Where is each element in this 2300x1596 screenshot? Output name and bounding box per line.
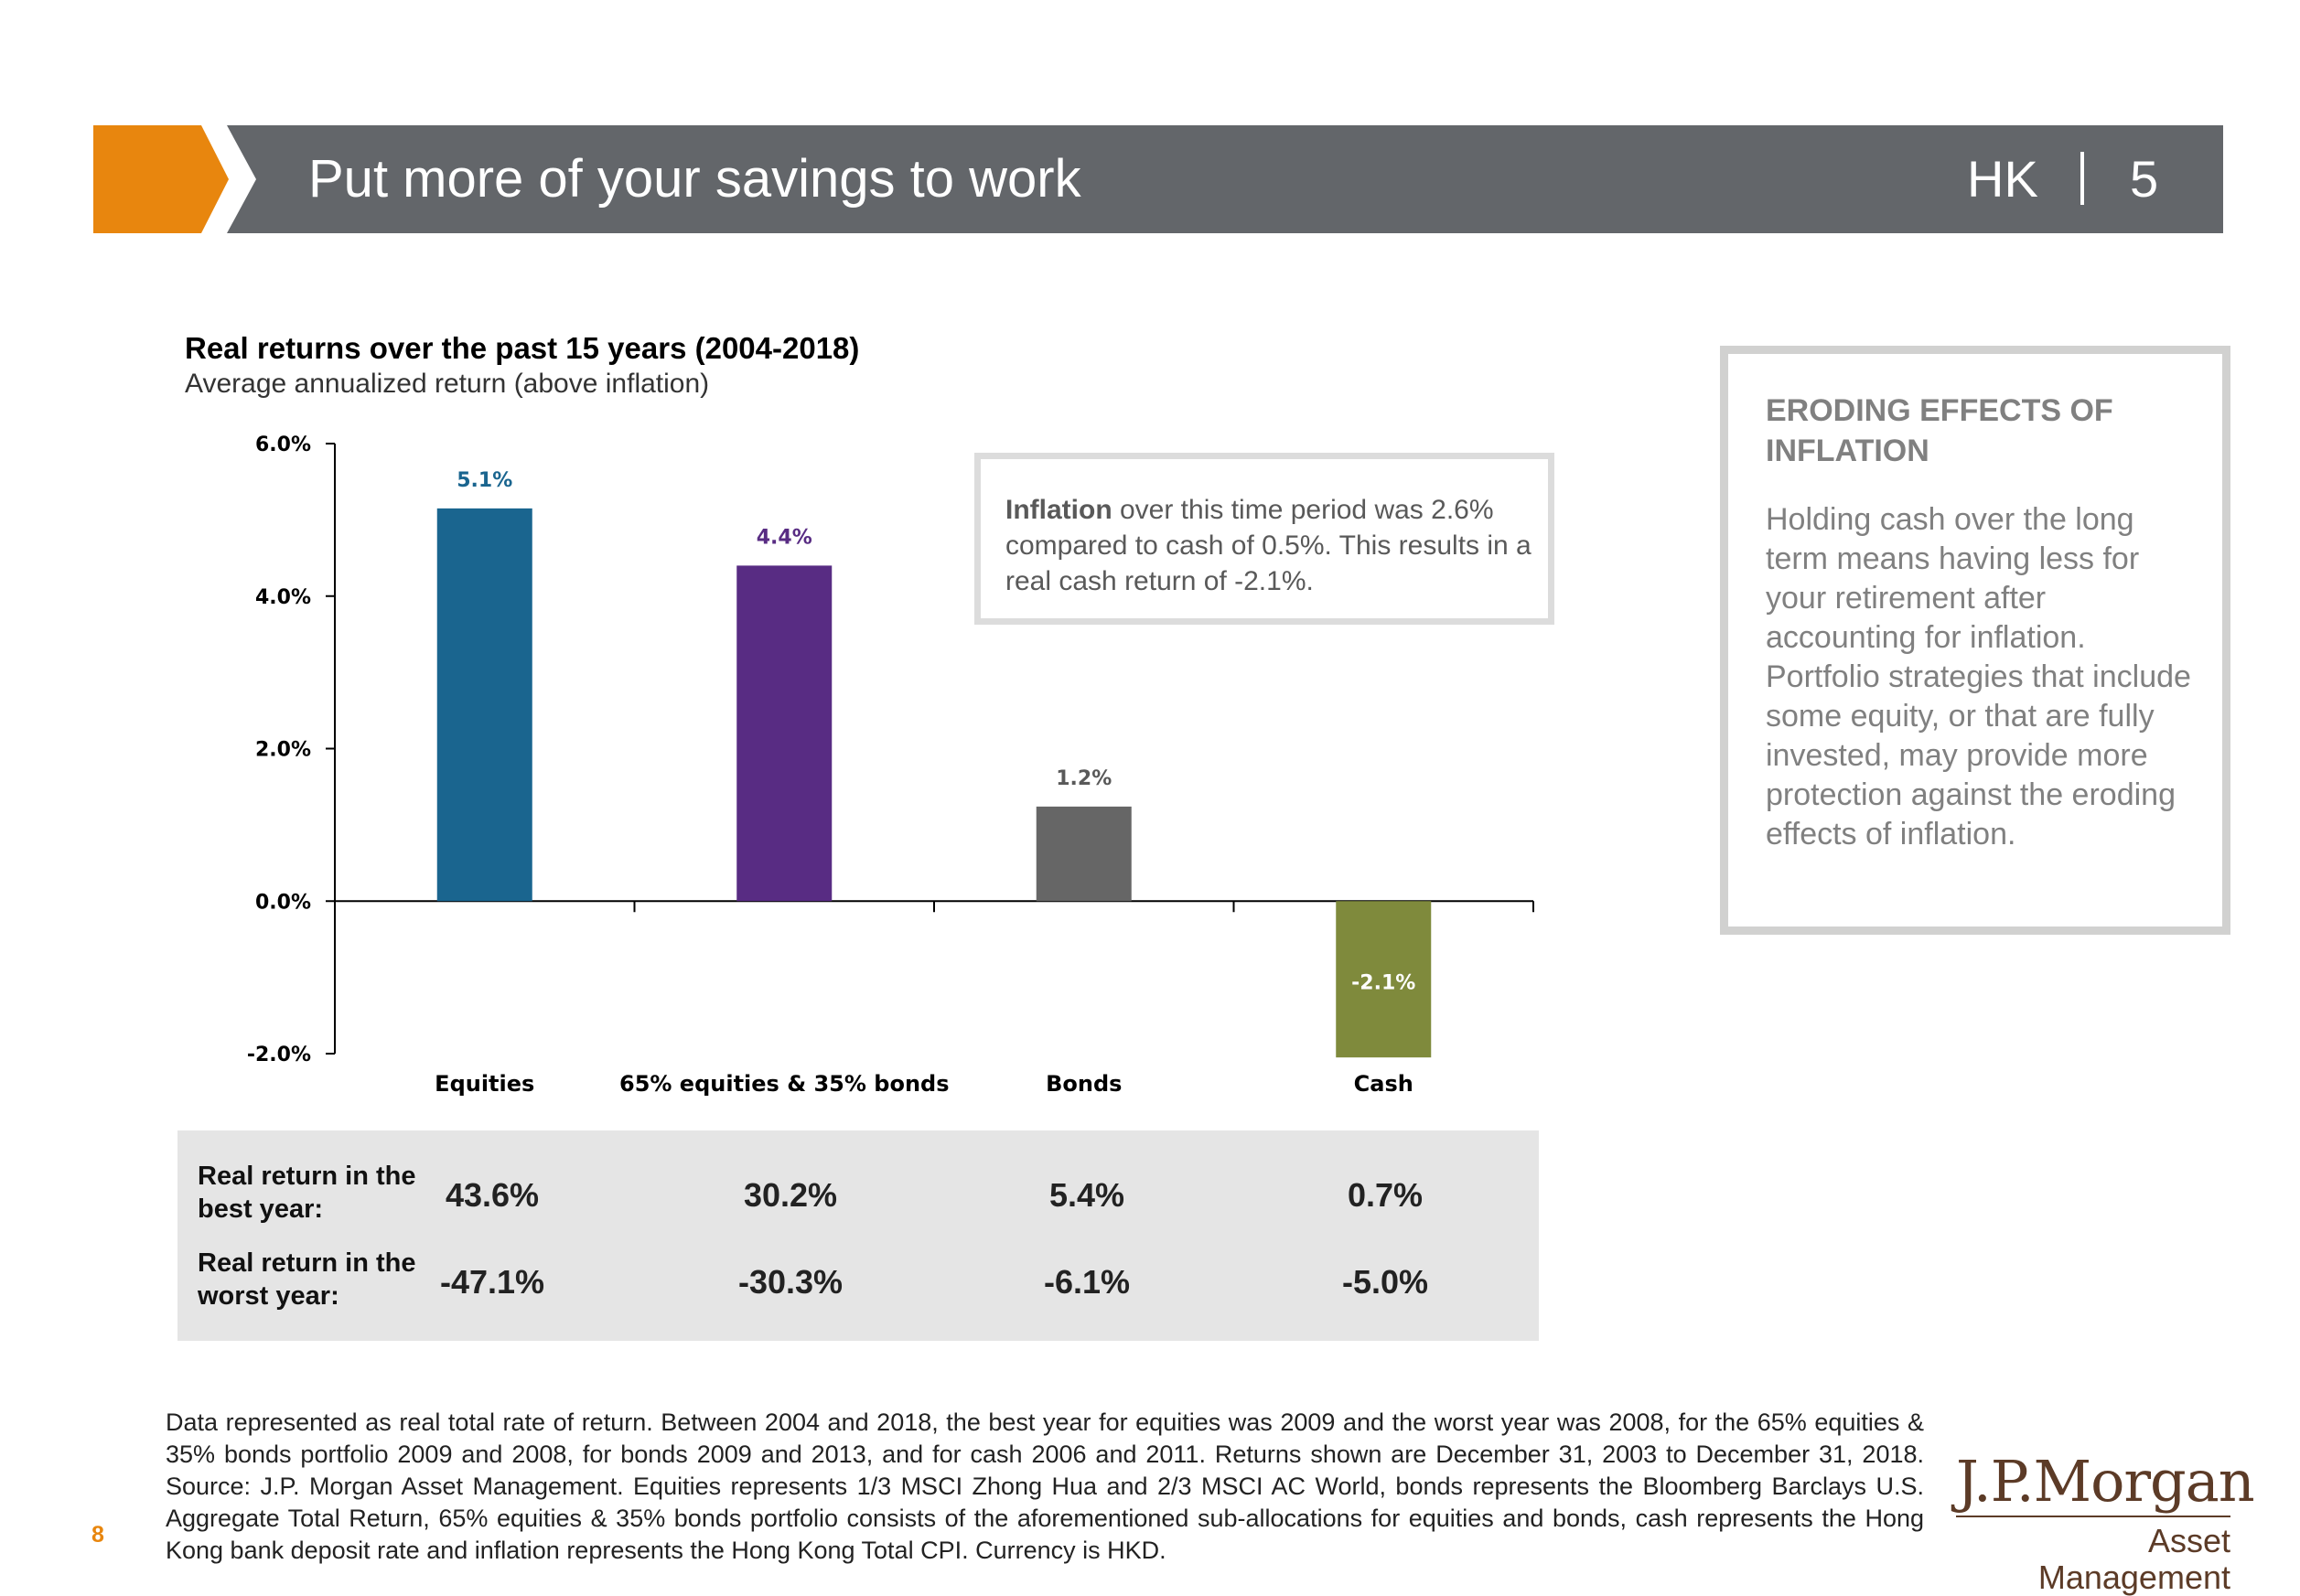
category-label: Equities xyxy=(435,1071,534,1097)
data-label: 1.2% xyxy=(1056,767,1112,790)
category-label: Bonds xyxy=(1046,1071,1122,1097)
logo-rule xyxy=(1956,1516,2230,1517)
bar xyxy=(1336,901,1432,1058)
best-balanced: 30.2% xyxy=(743,1176,838,1214)
panel-heading: ERODING EFFECTS OF INFLATION xyxy=(1766,393,2113,468)
worst-balanced: -30.3% xyxy=(737,1263,844,1301)
y-tick-label: 2.0% xyxy=(255,739,311,762)
logo-subtitle: Asset Management xyxy=(2037,1522,2230,1596)
y-tick-label: 0.0% xyxy=(255,891,311,914)
category-label: 65% equities & 35% bonds xyxy=(619,1071,950,1097)
best-bonds: 5.4% xyxy=(1048,1176,1125,1214)
bar xyxy=(736,565,833,902)
slide-number: 8 xyxy=(91,1522,104,1548)
worst-year-label: Real return in the worst year: xyxy=(198,1248,416,1311)
logo-wordmark: J.P.Morgan xyxy=(1956,1448,2255,1515)
chart-title: Real returns over the past 15 years (200… xyxy=(185,331,860,365)
bar xyxy=(1036,806,1132,902)
inflation-note: Inflation over this time period was 2.6%… xyxy=(1005,492,1536,599)
y-tick-label: 6.0% xyxy=(255,434,311,456)
note-bold: Inflation xyxy=(1005,495,1112,525)
chart-subtitle: Average annualized return (above inflati… xyxy=(185,369,710,399)
page-title: Put more of your savings to work xyxy=(308,149,1081,209)
note-text: over this time period was 2.6% compared … xyxy=(1005,495,1532,596)
best-cash: 0.7% xyxy=(1347,1176,1424,1214)
best-equities: 43.6% xyxy=(445,1176,540,1214)
data-label: 4.4% xyxy=(757,526,812,549)
jpmorgan-logo: J.P.Morgan Asset Management xyxy=(1956,1448,2255,1596)
best-worst-table: Real return in the best year: Real retur… xyxy=(177,1130,1539,1341)
y-tick-label: 4.0% xyxy=(255,586,311,609)
worst-equities: -47.1% xyxy=(439,1263,545,1301)
eroding-effects-panel: ERODING EFFECTS OF INFLATION Holding cas… xyxy=(1720,346,2230,935)
inflation-note-box: Inflation over this time period was 2.6%… xyxy=(974,453,1554,625)
title-bar xyxy=(227,125,2223,233)
orange-chevron-accent xyxy=(93,125,229,233)
y-tick-label: -2.0% xyxy=(247,1044,311,1066)
worst-bonds: -6.1% xyxy=(1043,1263,1131,1301)
panel-body: Holding cash over the long term means ha… xyxy=(1766,502,2191,852)
category-label: Cash xyxy=(1354,1071,1413,1097)
header-separator xyxy=(2080,152,2084,205)
data-label: 5.1% xyxy=(457,469,512,492)
region-code: HK xyxy=(1967,150,2038,208)
worst-cash: -5.0% xyxy=(1341,1263,1429,1301)
best-year-label: Real return in the best year: xyxy=(198,1162,416,1224)
header-page-number: 5 xyxy=(2130,150,2159,208)
bar xyxy=(436,508,532,902)
footnote: Data represented as real total rate of r… xyxy=(166,1409,1924,1564)
data-label: -2.1% xyxy=(1351,971,1415,994)
